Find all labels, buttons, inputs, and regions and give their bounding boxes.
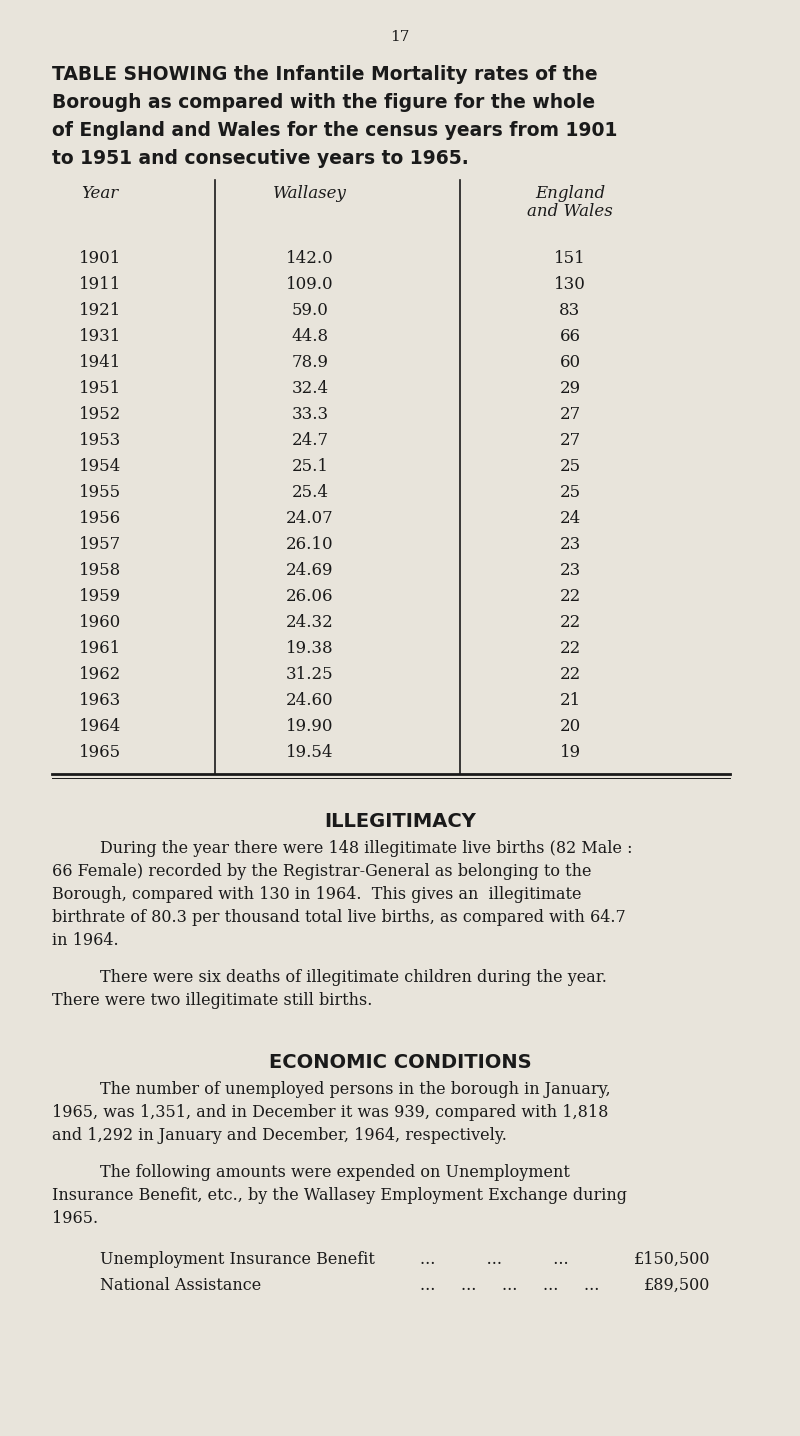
Text: 24.69: 24.69: [286, 561, 334, 579]
Text: 1964: 1964: [79, 718, 121, 735]
Text: 1954: 1954: [79, 458, 121, 475]
Text: 1941: 1941: [79, 355, 121, 370]
Text: 27: 27: [559, 406, 581, 424]
Text: 25: 25: [559, 458, 581, 475]
Text: 31.25: 31.25: [286, 666, 334, 684]
Text: to 1951 and consecutive years to 1965.: to 1951 and consecutive years to 1965.: [52, 149, 469, 168]
Text: 17: 17: [390, 30, 410, 45]
Text: 27: 27: [559, 432, 581, 449]
Text: and Wales: and Wales: [527, 202, 613, 220]
Text: ILLEGITIMACY: ILLEGITIMACY: [324, 811, 476, 831]
Text: There were six deaths of illegitimate children during the year.: There were six deaths of illegitimate ch…: [100, 969, 607, 987]
Text: 1965.: 1965.: [52, 1211, 98, 1226]
Text: 1921: 1921: [79, 302, 121, 319]
Text: and 1,292 in January and December, 1964, respectively.: and 1,292 in January and December, 1964,…: [52, 1127, 507, 1144]
Text: National Assistance: National Assistance: [100, 1277, 262, 1294]
Text: 66 Female) recorded by the Registrar-General as belonging to the: 66 Female) recorded by the Registrar-Gen…: [52, 863, 591, 880]
Text: The number of unemployed persons in the borough in January,: The number of unemployed persons in the …: [100, 1081, 610, 1099]
Text: 24.60: 24.60: [286, 692, 334, 709]
Text: 19.38: 19.38: [286, 640, 334, 658]
Text: 1957: 1957: [79, 536, 121, 553]
Text: 1965, was 1,351, and in December it was 939, compared with 1,818: 1965, was 1,351, and in December it was …: [52, 1104, 608, 1122]
Text: 23: 23: [559, 561, 581, 579]
Text: 1960: 1960: [79, 615, 121, 630]
Text: 109.0: 109.0: [286, 276, 334, 293]
Text: 19: 19: [559, 744, 581, 761]
Text: 130: 130: [554, 276, 586, 293]
Text: 24.7: 24.7: [291, 432, 329, 449]
Text: 24: 24: [559, 510, 581, 527]
Text: 22: 22: [559, 587, 581, 605]
Text: 25: 25: [559, 484, 581, 501]
Text: 83: 83: [559, 302, 581, 319]
Text: 19.54: 19.54: [286, 744, 334, 761]
Text: 1951: 1951: [79, 381, 121, 396]
Text: 1965: 1965: [79, 744, 121, 761]
Text: 1931: 1931: [79, 327, 121, 345]
Text: 23: 23: [559, 536, 581, 553]
Text: 1961: 1961: [79, 640, 121, 658]
Text: 24.07: 24.07: [286, 510, 334, 527]
Text: 142.0: 142.0: [286, 250, 334, 267]
Text: 20: 20: [559, 718, 581, 735]
Text: 22: 22: [559, 615, 581, 630]
Text: 60: 60: [559, 355, 581, 370]
Text: 29: 29: [559, 381, 581, 396]
Text: 25.4: 25.4: [291, 484, 329, 501]
Text: 1955: 1955: [79, 484, 121, 501]
Text: ...     ...     ...     ...     ...: ... ... ... ... ...: [420, 1277, 599, 1294]
Text: 19.90: 19.90: [286, 718, 334, 735]
Text: 1901: 1901: [79, 250, 121, 267]
Text: 44.8: 44.8: [291, 327, 329, 345]
Text: birthrate of 80.3 per thousand total live births, as compared with 64.7: birthrate of 80.3 per thousand total liv…: [52, 909, 626, 926]
Text: in 1964.: in 1964.: [52, 932, 118, 949]
Text: The following amounts were expended on Unemployment: The following amounts were expended on U…: [100, 1165, 570, 1180]
Text: £89,500: £89,500: [644, 1277, 710, 1294]
Text: 26.06: 26.06: [286, 587, 334, 605]
Text: Insurance Benefit, etc., by the Wallasey Employment Exchange during: Insurance Benefit, etc., by the Wallasey…: [52, 1188, 627, 1203]
Text: There were two illegitimate still births.: There were two illegitimate still births…: [52, 992, 372, 1010]
Text: 32.4: 32.4: [291, 381, 329, 396]
Text: Unemployment Insurance Benefit: Unemployment Insurance Benefit: [100, 1251, 375, 1268]
Text: 59.0: 59.0: [291, 302, 329, 319]
Text: 25.1: 25.1: [291, 458, 329, 475]
Text: 1956: 1956: [79, 510, 121, 527]
Text: ECONOMIC CONDITIONS: ECONOMIC CONDITIONS: [269, 1053, 531, 1073]
Text: 78.9: 78.9: [291, 355, 329, 370]
Text: 21: 21: [559, 692, 581, 709]
Text: 1952: 1952: [79, 406, 121, 424]
Text: TABLE SHOWING the Infantile Mortality rates of the: TABLE SHOWING the Infantile Mortality ra…: [52, 65, 598, 83]
Text: Borough, compared with 130 in 1964.  This gives an  illegitimate: Borough, compared with 130 in 1964. This…: [52, 886, 582, 903]
Text: 1911: 1911: [79, 276, 121, 293]
Text: 22: 22: [559, 640, 581, 658]
Text: ...          ...          ...: ... ... ...: [420, 1251, 569, 1268]
Text: Wallasey: Wallasey: [273, 185, 347, 202]
Text: 1962: 1962: [79, 666, 121, 684]
Text: During the year there were 148 illegitimate live births (82 Male :: During the year there were 148 illegitim…: [100, 840, 633, 857]
Text: England: England: [535, 185, 605, 202]
Text: 22: 22: [559, 666, 581, 684]
Text: 1963: 1963: [79, 692, 121, 709]
Text: 26.10: 26.10: [286, 536, 334, 553]
Text: 1958: 1958: [79, 561, 121, 579]
Text: 151: 151: [554, 250, 586, 267]
Text: of England and Wales for the census years from 1901: of England and Wales for the census year…: [52, 121, 618, 139]
Text: 1959: 1959: [79, 587, 121, 605]
Text: Year: Year: [82, 185, 118, 202]
Text: Borough as compared with the figure for the whole: Borough as compared with the figure for …: [52, 93, 595, 112]
Text: 24.32: 24.32: [286, 615, 334, 630]
Text: 33.3: 33.3: [291, 406, 329, 424]
Text: £150,500: £150,500: [634, 1251, 710, 1268]
Text: 1953: 1953: [79, 432, 121, 449]
Text: 66: 66: [559, 327, 581, 345]
